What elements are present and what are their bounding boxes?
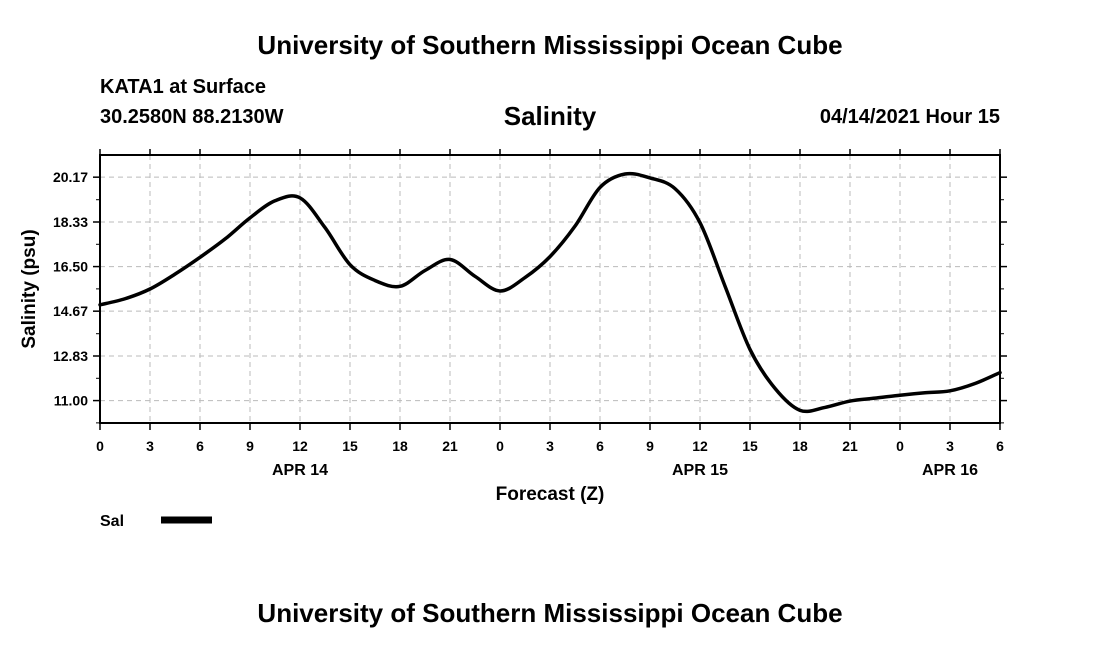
legend: Sal bbox=[100, 513, 212, 530]
y-tick-label: 14.67 bbox=[53, 303, 88, 319]
top-title: University of Southern Mississippi Ocean… bbox=[257, 30, 843, 60]
station-coordinates: 30.2580N 88.2130W bbox=[100, 106, 284, 128]
x-tick-label: 15 bbox=[342, 438, 358, 454]
x-tick-label: 18 bbox=[792, 438, 808, 454]
x-tick-label: 6 bbox=[996, 438, 1004, 454]
x-tick-label: 3 bbox=[946, 438, 954, 454]
x-tick-label: 12 bbox=[292, 438, 308, 454]
x-tick-label: 0 bbox=[896, 438, 904, 454]
y-tick-label: 12.83 bbox=[53, 348, 88, 364]
bottom-title: University of Southern Mississippi Ocean… bbox=[257, 598, 843, 628]
x-tick-label: 3 bbox=[146, 438, 154, 454]
forecast-timestamp: 04/14/2021 Hour 15 bbox=[819, 106, 1000, 128]
y-tick-label: 16.50 bbox=[53, 259, 88, 275]
x-tick-label: 15 bbox=[742, 438, 758, 454]
series-lines bbox=[98, 171, 1002, 414]
x-axis-title: Forecast (Z) bbox=[496, 484, 605, 505]
x-tick-label: 21 bbox=[442, 438, 458, 454]
x-date-label: APR 16 bbox=[922, 462, 978, 479]
x-tick-label: 3 bbox=[546, 438, 554, 454]
x-tick-label: 6 bbox=[196, 438, 204, 454]
axis-ticks bbox=[93, 149, 1007, 430]
y-tick-label: 20.17 bbox=[53, 169, 88, 185]
legend-label-sal: Sal bbox=[100, 513, 124, 530]
y-axis-title: Salinity (psu) bbox=[19, 229, 40, 348]
x-tick-label: 0 bbox=[496, 438, 504, 454]
x-tick-labels: 0 3 6 9 12 15 18 21 0 3 6 9 12 15 18 21 0 3 6 bbox=[96, 438, 1004, 454]
x-tick-label: 9 bbox=[246, 438, 254, 454]
x-tick-label: 0 bbox=[96, 438, 104, 454]
x-tick-label: 6 bbox=[596, 438, 604, 454]
series-line-sal bbox=[98, 171, 1002, 414]
x-tick-label: 18 bbox=[392, 438, 408, 454]
station-label: KATA1 at Surface bbox=[100, 76, 266, 98]
x-tick-label: 12 bbox=[692, 438, 708, 454]
grid-lines bbox=[100, 155, 1000, 423]
y-tick-label: 11.00 bbox=[54, 393, 88, 409]
x-tick-label: 21 bbox=[842, 438, 858, 454]
y-tick-label: 18.33 bbox=[53, 214, 88, 230]
x-tick-label: 9 bbox=[646, 438, 654, 454]
x-date-label: APR 14 bbox=[272, 462, 328, 479]
x-date-label: APR 15 bbox=[672, 462, 728, 479]
variable-title: Salinity bbox=[503, 101, 597, 131]
x-date-labels: APR 14 APR 15 APR 16 bbox=[272, 462, 978, 479]
plot-frame bbox=[99, 154, 1001, 424]
salinity-chart: 11.00 12.83 14.67 16.50 18.33 20.17 0 3 6 9 12 15 1… bbox=[19, 149, 1007, 530]
y-tick-labels: 11.00 12.83 14.67 16.50 18.33 20.17 bbox=[53, 169, 88, 408]
